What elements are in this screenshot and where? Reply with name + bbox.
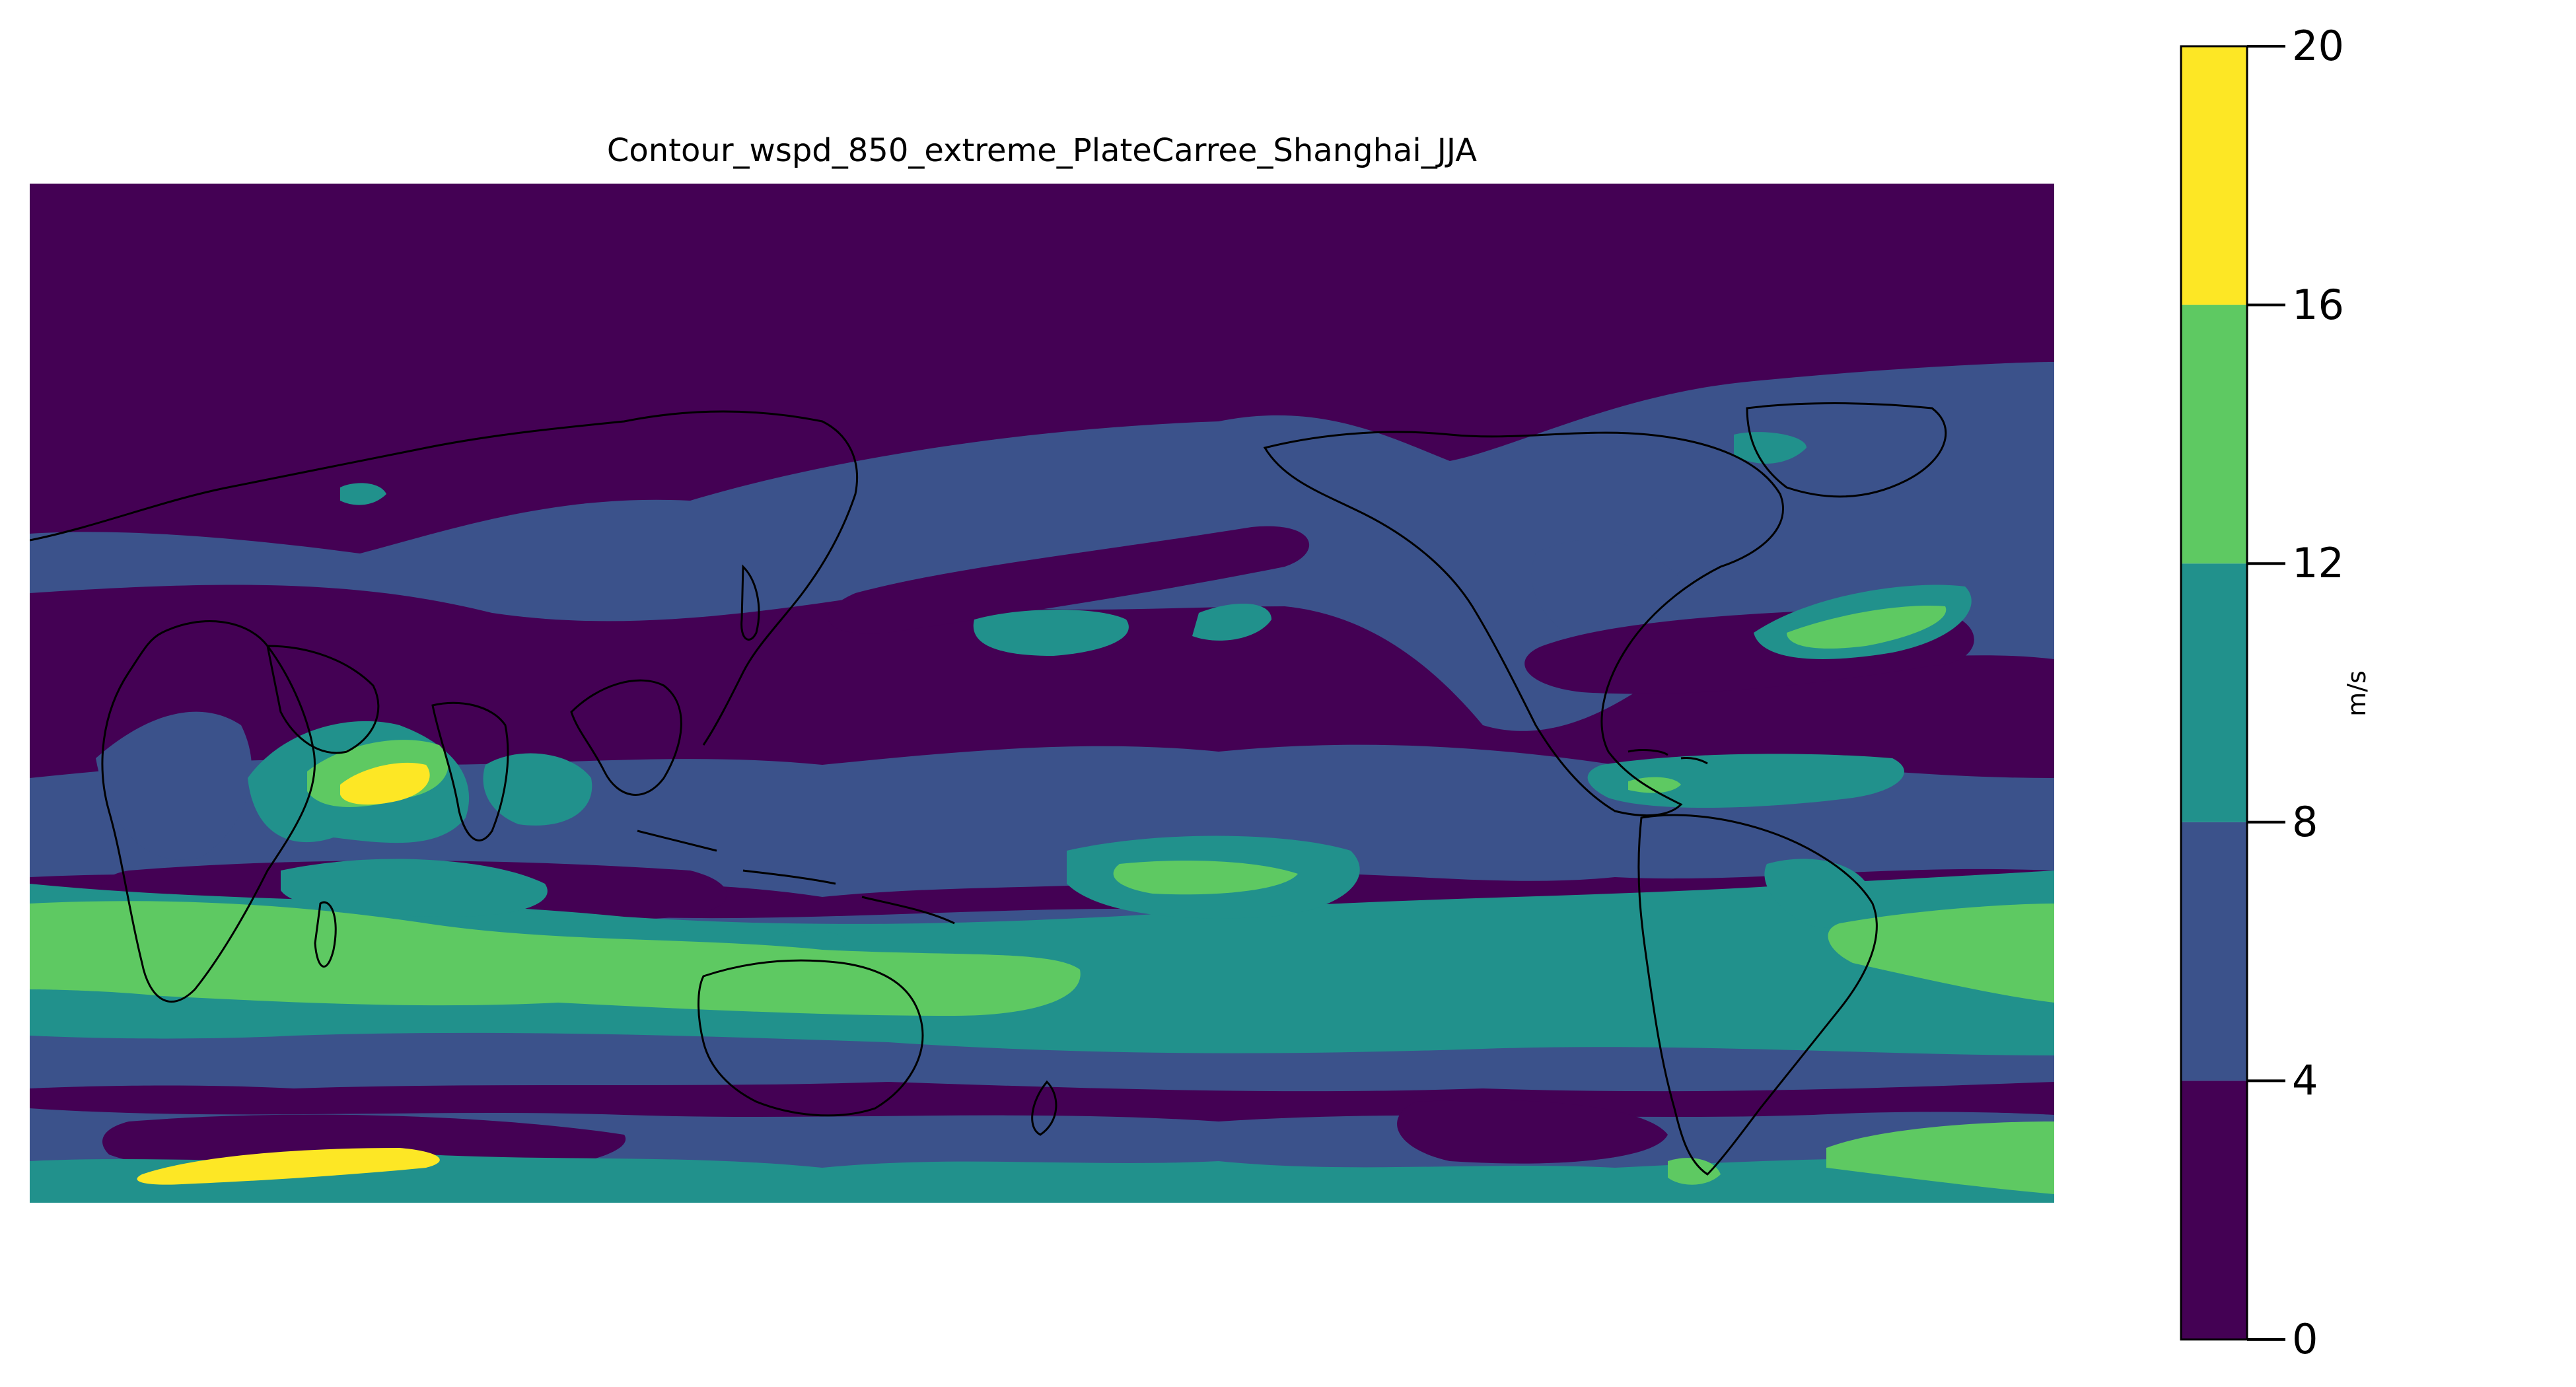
colorbar-band [2181,822,2247,1081]
contour-map [30,184,2054,1203]
colorbar-tick-label: 8 [2292,797,2318,846]
map-title: Contour_wspd_850_extreme_PlateCarree_Sha… [606,132,1478,169]
colorbar-band [2181,304,2247,564]
colorbar-band [2181,46,2247,305]
colorbar-unit-label: m/s [2342,670,2371,717]
colorbar-band [2181,1081,2247,1339]
colorbar-frame [2180,45,2248,1341]
colorbar-bands [2180,45,2285,1341]
coastlines [30,402,1947,1176]
colorbar-tick-label: 20 [2292,22,2344,70]
map-panel [30,184,2054,1203]
colorbar-tick-label: 16 [2292,280,2344,329]
colorbar-tick-label: 4 [2292,1056,2318,1105]
colorbar: 0 4 8 12 16 20 [2180,26,2344,1360]
colorbar-band [2181,563,2247,822]
contour-bands-16-20 [137,762,440,1185]
colorbar-tick-label: 12 [2292,539,2344,588]
colorbar-tick-label: 0 [2292,1315,2318,1363]
